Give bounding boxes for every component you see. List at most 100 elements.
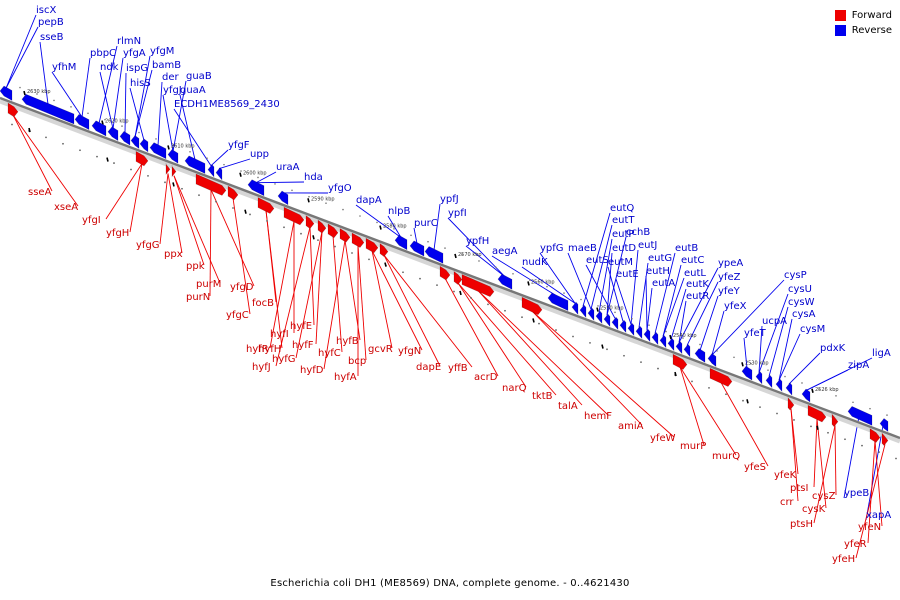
- reverse-gene-label: uraA: [276, 162, 300, 173]
- forward-gene-arrow: [672, 353, 688, 370]
- reverse-gene-arrow: [547, 292, 569, 312]
- reverse-leader-line: [491, 255, 559, 298]
- reverse-leader-line: [607, 266, 624, 322]
- track-dot: [368, 258, 370, 261]
- track-dot: [232, 207, 234, 209]
- reverse-leader-line: [678, 300, 687, 343]
- reverse-gene-arrow: [130, 135, 140, 150]
- track-dot: [852, 401, 854, 404]
- forward-leader-line: [105, 163, 143, 220]
- track-dot: [206, 157, 208, 159]
- reverse-leader-line: [387, 215, 402, 238]
- track-dot: [198, 194, 200, 197]
- track-dot: [138, 131, 140, 134]
- reverse-gene-label: yfeY: [718, 286, 741, 297]
- track-dot: [215, 200, 217, 203]
- track-dot: [181, 187, 183, 190]
- track-dot: [96, 155, 98, 158]
- forward-gene-label: hyfF: [292, 340, 314, 351]
- track-dot: [172, 144, 174, 147]
- reverse-gene-label: nudK: [522, 257, 548, 268]
- reverse-gene-arrow: [21, 93, 75, 125]
- reverse-gene-arrow: [785, 382, 793, 396]
- track-dot: [529, 279, 531, 282]
- forward-gene-label: yfeW: [650, 433, 676, 444]
- forward-gene-label: hyfJ: [252, 362, 271, 373]
- reverse-gene-label: eutT: [612, 215, 635, 226]
- reverse-leader-line: [521, 266, 576, 304]
- reverse-gene-label: rlmN: [117, 36, 141, 47]
- forward-gene-label: hyfB: [336, 336, 359, 347]
- reverse-leader-line: [670, 288, 687, 340]
- reverse-leader-line: [355, 204, 402, 238]
- track-dot: [155, 138, 157, 140]
- forward-gene-label: yfgN: [398, 346, 421, 357]
- tick-mark: [312, 235, 315, 240]
- tick-label: 2630 kbp: [27, 89, 51, 95]
- track-dot: [844, 438, 846, 441]
- forward-gene-label: talA: [558, 401, 578, 412]
- track-dot: [869, 407, 871, 410]
- forward-gene-label: gcvR: [368, 344, 393, 355]
- tick-mark: [811, 388, 814, 393]
- reverse-gene-label: eutB: [675, 243, 698, 254]
- legend-reverse-label: Reverse: [851, 25, 892, 36]
- reverse-leader-line: [788, 352, 821, 385]
- track-dot: [555, 329, 557, 331]
- reverse-gene-arrow: [184, 155, 206, 174]
- track-dot: [818, 388, 820, 391]
- forward-gene-label: sseA: [28, 187, 52, 198]
- track-dot: [827, 431, 829, 434]
- track-dot: [11, 123, 13, 126]
- forward-leader-line: [531, 310, 675, 438]
- reverse-gene-arrow: [107, 126, 119, 142]
- forward-gene-arrow: [869, 428, 881, 443]
- reverse-leader-line: [678, 267, 719, 343]
- reverse-gene-label: cysA: [792, 309, 816, 320]
- tick-label: 2570 kbp: [458, 252, 482, 258]
- reverse-gene-arrow: [409, 240, 425, 257]
- forward-leader-line: [315, 231, 323, 345]
- track-dot: [274, 183, 276, 185]
- forward-gene-label: ptsH: [790, 519, 813, 530]
- forward-gene-label: tktB: [532, 391, 553, 402]
- forward-gene-label: ptsI: [790, 483, 808, 494]
- reverse-gene-label: upp: [250, 149, 269, 160]
- track-dot: [759, 406, 761, 409]
- track-dot: [512, 273, 514, 275]
- reverse-gene-arrow: [394, 234, 408, 251]
- track-dot: [393, 228, 395, 230]
- tick-mark: [23, 90, 26, 96]
- track-dot: [53, 99, 55, 102]
- tick-mark: [172, 182, 175, 187]
- reverse-leader-line: [210, 149, 229, 167]
- reverse-gene-arrow: [765, 374, 773, 389]
- track-dot: [317, 239, 319, 242]
- forward-gene-label: yffB: [448, 363, 468, 374]
- forward-leader-line: [790, 408, 799, 502]
- forward-gene-label: yfeN: [858, 522, 881, 533]
- forward-gene-arrow: [439, 265, 451, 281]
- reverse-leader-line: [699, 295, 719, 351]
- reverse-gene-label: ypeA: [718, 258, 743, 269]
- forward-gene-arrow: [365, 237, 379, 254]
- track-dot: [419, 277, 421, 280]
- reverse-gene-label: sseB: [40, 32, 64, 43]
- reverse-gene-label: ypfH: [466, 236, 489, 247]
- tick-label: 2620 kbp: [105, 119, 129, 125]
- reverse-leader-line: [465, 245, 506, 278]
- forward-leader-line: [383, 254, 441, 367]
- forward-leader-line: [12, 114, 79, 207]
- reverse-gene-label: ndk: [100, 62, 119, 73]
- reverse-leader-line: [255, 181, 305, 184]
- forward-leader-line: [309, 227, 315, 326]
- forward-gene-arrow: [461, 274, 495, 297]
- track-dot: [580, 298, 582, 301]
- track-dot: [589, 341, 591, 344]
- track-dot: [436, 284, 438, 286]
- reverse-gene-arrow: [651, 331, 659, 346]
- reverse-leader-line: [112, 57, 124, 129]
- track-dot: [410, 234, 412, 237]
